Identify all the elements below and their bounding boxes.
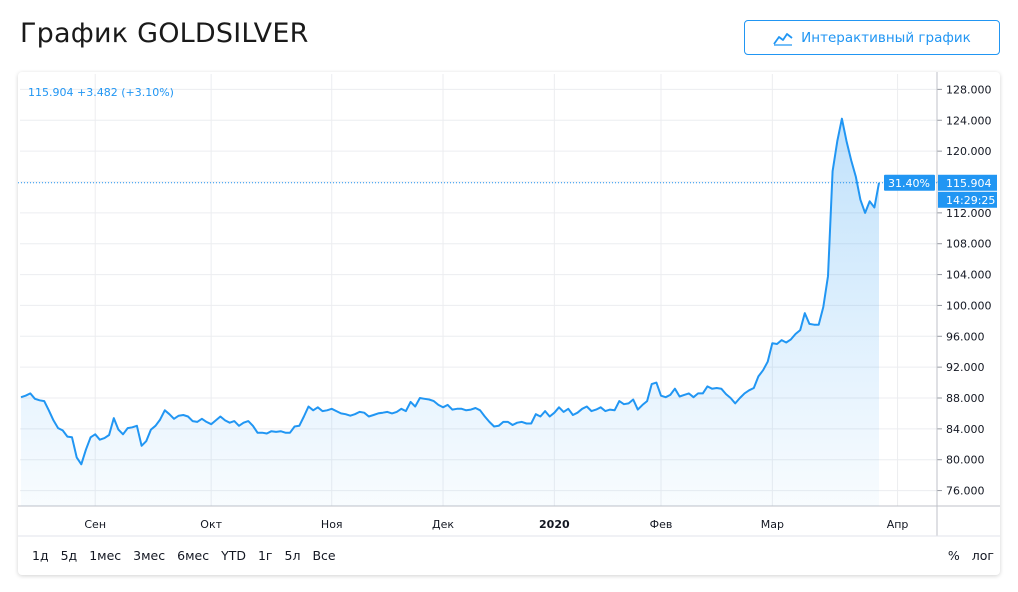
percent-label-bg (884, 174, 935, 191)
y-tick-label: 108.000 (946, 238, 992, 251)
price-label-bg (938, 174, 997, 191)
y-tick-label: 96.000 (946, 330, 985, 343)
percent-label: 31.40% (888, 177, 930, 190)
chart-canvas[interactable]: 76.000 80.000 84.000 88.000 92.000 96.000 100.… (18, 72, 1000, 575)
x-tick-label: 2020 (539, 518, 570, 531)
y-tick-label: 128.000 (946, 83, 992, 96)
percent-scale-button[interactable]: % (947, 548, 960, 563)
y-tick-label: 124.000 (946, 114, 992, 127)
period-1d-button[interactable]: 1д (26, 548, 55, 563)
countdown-label: 14:29:25 (946, 194, 995, 207)
y-tick-label: 120.000 (946, 145, 992, 158)
chart-card[interactable]: 76.000 80.000 84.000 88.000 92.000 96.000 100.… (18, 72, 1000, 575)
period-5d-button[interactable]: 5д (55, 548, 84, 563)
y-tick-label: 104.000 (946, 269, 992, 282)
series-area (21, 118, 879, 506)
scale-selector: % лог (948, 548, 994, 563)
chart-line-icon (773, 30, 793, 46)
period-3m-button[interactable]: 3мес (127, 548, 171, 563)
y-tick-label: 80.000 (946, 454, 985, 467)
x-tick-label: Фев (650, 518, 673, 531)
legend-readout: 115.904 +3.482 (+3.10%) (28, 86, 174, 99)
series-line (20, 117, 880, 466)
period-5y-button[interactable]: 5л (279, 548, 307, 563)
x-tick-label: Апр (887, 518, 909, 531)
period-ytd-button[interactable]: YTD (215, 548, 252, 563)
period-all-button[interactable]: Все (306, 548, 341, 563)
y-tick-label: 88.000 (946, 392, 985, 405)
page-title: График GOLDSILVER (20, 18, 309, 49)
x-tick-label: Ноя (321, 518, 343, 531)
period-6m-button[interactable]: 6мес (171, 548, 215, 563)
log-scale-button[interactable]: лог (971, 548, 994, 563)
interactive-chart-button-label: Интерактивный график (801, 29, 971, 46)
x-tick-label: Дек (432, 518, 454, 531)
y-tick-label: 112.000 (946, 207, 992, 220)
x-tick-label: Мар (761, 518, 784, 531)
y-tick-label: 84.000 (946, 423, 985, 436)
y-tick-label: 92.000 (946, 361, 985, 374)
period-1y-button[interactable]: 1г (252, 548, 279, 563)
period-1m-button[interactable]: 1мес (83, 548, 127, 563)
x-tick-label: Окт (200, 518, 222, 531)
y-tick-label: 76.000 (946, 485, 985, 498)
x-tick-label: Сен (84, 518, 106, 531)
y-tick-label: 100.000 (946, 299, 992, 312)
price-label: 115.904 (946, 177, 992, 190)
interactive-chart-button[interactable]: Интерактивный график (744, 20, 1000, 55)
period-selector: 1д 5д 1мес 3мес 6мес YTD 1г 5л Все (26, 548, 342, 563)
countdown-label-bg (938, 191, 997, 208)
